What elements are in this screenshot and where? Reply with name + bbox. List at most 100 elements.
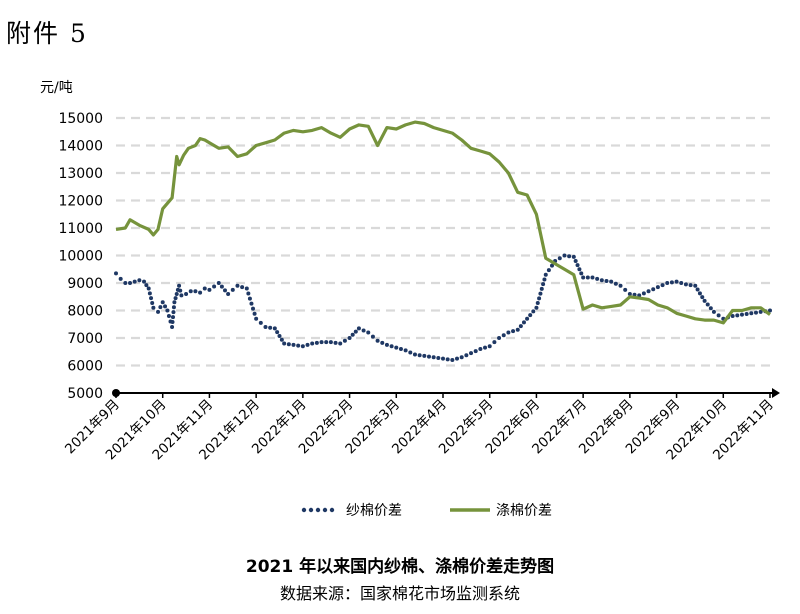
series-point (132, 279, 137, 284)
series-point (380, 340, 385, 345)
series-point (170, 315, 175, 320)
series-point (170, 320, 175, 325)
y-axis: 5000 6000 7000 8000 9000 10000 11000 12000 13000… (58, 111, 103, 402)
series-point (705, 302, 710, 307)
series-point (268, 325, 273, 330)
x-axis-arrow (772, 388, 780, 398)
series-point (350, 332, 355, 337)
series-point (123, 281, 128, 285)
series-point (455, 356, 460, 361)
y-tick-label: 11000 (58, 221, 103, 237)
series-point (347, 336, 352, 340)
series-point (258, 320, 263, 325)
series-point (655, 285, 660, 290)
series-point (464, 353, 469, 358)
series-point (511, 329, 516, 334)
series-point (170, 325, 175, 329)
y-tick-label: 6000 (67, 359, 103, 375)
series-point (277, 333, 282, 338)
series-point (483, 345, 488, 350)
y-tick-label: 7000 (67, 331, 103, 347)
series-point (515, 327, 520, 332)
series-point (695, 287, 700, 292)
series-point (328, 340, 333, 345)
series-0 (114, 253, 772, 362)
series-point (518, 324, 523, 329)
series-point (394, 345, 399, 350)
y-axis-label: 元/吨 (40, 80, 73, 96)
series-point (739, 312, 744, 317)
series-point (173, 296, 178, 301)
series-point (193, 289, 198, 294)
y-tick-label: 9000 (67, 276, 103, 292)
series-point (528, 313, 533, 318)
series-point (450, 358, 455, 362)
series-point (188, 289, 193, 294)
legend-item: 涤棉价差 (450, 502, 552, 519)
series-point (702, 298, 707, 303)
series-point (674, 279, 679, 284)
series-point (319, 340, 324, 345)
series-point (445, 357, 450, 362)
x-axis: 2021年9月2021年10月2021年11月2021年12月2022年1月20… (62, 388, 780, 463)
series-point (408, 350, 413, 355)
series-point (172, 300, 177, 305)
series-point (165, 308, 170, 313)
grid (116, 116, 770, 367)
series-point (356, 326, 361, 331)
series-point (252, 311, 257, 316)
y-tick-label: 12000 (58, 194, 103, 210)
chart-source: 数据来源：国家棉花市场监测系统 (279, 584, 520, 603)
series-point (660, 283, 665, 288)
series-point (272, 326, 277, 331)
series-point (651, 287, 656, 292)
series-point (573, 259, 578, 263)
series-point (735, 313, 740, 318)
series-point (538, 291, 543, 296)
series-point (144, 283, 149, 288)
series-point (567, 254, 572, 259)
series-point (497, 336, 502, 340)
series-point (716, 313, 721, 318)
series-point (333, 340, 338, 345)
legend-swatch-dot (315, 507, 321, 513)
y-tick-label: 8000 (67, 304, 103, 320)
series-point (525, 316, 530, 321)
series-point (531, 309, 536, 314)
series-point (473, 349, 478, 354)
series-point (426, 354, 431, 359)
series-point (198, 290, 203, 295)
series-point (613, 281, 618, 286)
series-point (202, 286, 207, 291)
series-point (665, 281, 670, 285)
series-point (768, 308, 772, 313)
series-point (246, 291, 251, 296)
series-point (534, 305, 539, 310)
series-point (171, 310, 176, 315)
series-point (219, 284, 224, 289)
series-point (310, 341, 315, 346)
series-point (179, 293, 184, 298)
y-tick-label: 15000 (58, 111, 103, 127)
series-point (240, 285, 245, 290)
series-point (166, 314, 171, 318)
legend-label: 涤棉价差 (496, 502, 552, 519)
series-point (142, 279, 147, 284)
series-point (223, 288, 227, 293)
legend-item: 纱棉价差 (301, 502, 402, 519)
series-point (149, 296, 154, 301)
series-point (539, 286, 544, 291)
series-point (478, 347, 483, 351)
series-point (275, 330, 280, 335)
series-point (178, 288, 183, 293)
series-point (700, 295, 705, 300)
series-point (577, 267, 582, 272)
series-point (158, 305, 163, 310)
series-point (618, 283, 623, 288)
series-point (562, 253, 567, 258)
series-point (697, 291, 702, 296)
page-label: 附件 5 (6, 19, 88, 48)
series-point (557, 256, 562, 261)
series-point (150, 300, 155, 305)
series-point (579, 271, 584, 276)
